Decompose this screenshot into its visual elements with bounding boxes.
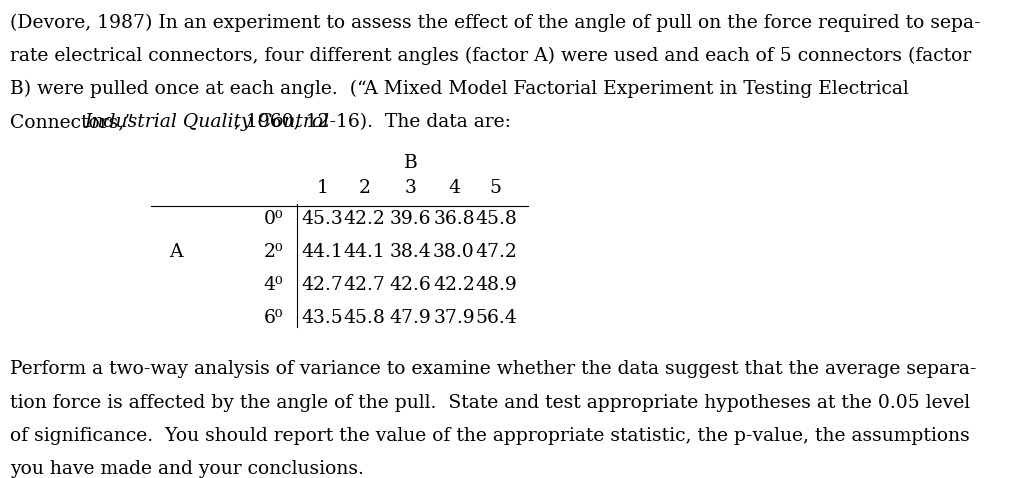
Text: tion force is affected by the angle of the pull.  State and test appropriate hyp: tion force is affected by the angle of t… xyxy=(10,393,970,412)
Text: 43.5: 43.5 xyxy=(302,309,343,327)
Text: 37.9: 37.9 xyxy=(433,309,475,327)
Text: 2: 2 xyxy=(358,179,371,197)
Text: 1: 1 xyxy=(316,179,329,197)
Text: 5: 5 xyxy=(489,179,502,197)
Text: 56.4: 56.4 xyxy=(475,309,517,327)
Text: 44.1: 44.1 xyxy=(343,243,385,261)
Text: A: A xyxy=(169,243,182,261)
Text: 48.9: 48.9 xyxy=(475,276,517,294)
Text: 39.6: 39.6 xyxy=(390,210,431,228)
Text: 47.9: 47.9 xyxy=(389,309,431,327)
Text: 2⁰: 2⁰ xyxy=(263,243,283,261)
Text: (Devore, 1987) In an experiment to assess the effect of the angle of pull on the: (Devore, 1987) In an experiment to asses… xyxy=(10,14,981,32)
Text: rate electrical connectors, four different angles (factor A) were used and each : rate electrical connectors, four differe… xyxy=(10,47,972,65)
Text: of significance.  You should report the value of the appropriate statistic, the : of significance. You should report the v… xyxy=(10,427,970,445)
Text: 0⁰: 0⁰ xyxy=(263,210,283,228)
Text: Connectors,”: Connectors,” xyxy=(10,113,140,131)
Text: you have made and your conclusions.: you have made and your conclusions. xyxy=(10,460,364,478)
Text: 44.1: 44.1 xyxy=(302,243,343,261)
Text: 3: 3 xyxy=(404,179,417,197)
Text: B) were pulled once at each angle.  (“A Mixed Model Factorial Experiment in Test: B) were pulled once at each angle. (“A M… xyxy=(10,80,909,98)
Text: 45.8: 45.8 xyxy=(343,309,385,327)
Text: Perform a two-way analysis of variance to examine whether the data suggest that : Perform a two-way analysis of variance t… xyxy=(10,360,977,379)
Text: 6⁰: 6⁰ xyxy=(263,309,283,327)
Text: , 1960, 12-16).  The data are:: , 1960, 12-16). The data are: xyxy=(233,113,511,131)
Text: 42.7: 42.7 xyxy=(343,276,385,294)
Text: 38.0: 38.0 xyxy=(433,243,475,261)
Text: 36.8: 36.8 xyxy=(433,210,475,228)
Text: 47.2: 47.2 xyxy=(475,243,517,261)
Text: 42.2: 42.2 xyxy=(343,210,385,228)
Text: 4: 4 xyxy=(447,179,460,197)
Text: B: B xyxy=(403,154,418,172)
Text: 38.4: 38.4 xyxy=(389,243,431,261)
Text: Industrial Quality Control: Industrial Quality Control xyxy=(85,113,330,131)
Text: 4⁰: 4⁰ xyxy=(263,276,283,294)
Text: 42.7: 42.7 xyxy=(301,276,343,294)
Text: 42.6: 42.6 xyxy=(389,276,431,294)
Text: 45.8: 45.8 xyxy=(475,210,517,228)
Text: 42.2: 42.2 xyxy=(433,276,475,294)
Text: 45.3: 45.3 xyxy=(302,210,343,228)
